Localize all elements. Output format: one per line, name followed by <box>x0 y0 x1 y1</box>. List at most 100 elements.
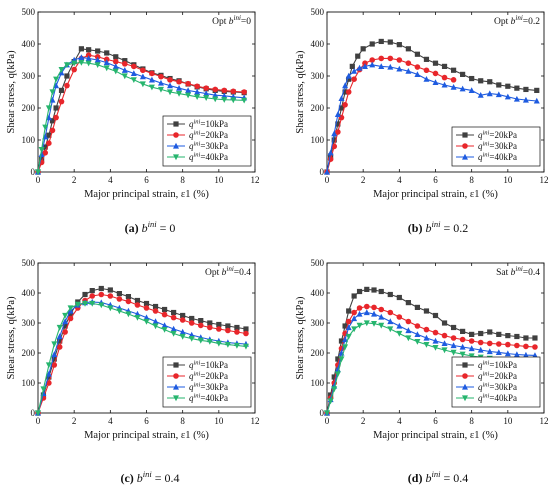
data-point <box>504 93 511 100</box>
data-point <box>139 73 146 80</box>
data-point <box>82 291 88 298</box>
data-point <box>513 351 520 358</box>
x-tick-label: 8 <box>469 416 474 426</box>
data-point <box>496 82 502 88</box>
data-point <box>342 89 348 95</box>
data-point <box>46 374 52 380</box>
data-point <box>423 76 430 82</box>
legend-entry: qini=30kPa <box>478 141 517 152</box>
data-point <box>194 83 200 90</box>
data-point <box>89 300 96 307</box>
legend-entry: qini=40kPa <box>189 152 228 163</box>
data-point <box>335 356 341 362</box>
data-point <box>414 64 421 70</box>
data-point <box>112 58 119 65</box>
data-point <box>432 329 439 336</box>
data-point <box>523 343 529 350</box>
data-point <box>53 105 59 111</box>
data-point <box>45 370 52 377</box>
y-tick-label: 200 <box>22 103 36 113</box>
data-point <box>477 92 484 98</box>
x-tick-label: 10 <box>503 416 513 426</box>
chart-panel-2: 0 2 4 6 8 10 12 0 100 200 300 400 500 Major principal… <box>295 7 549 235</box>
legend-marker <box>462 373 468 379</box>
data-point <box>225 323 231 329</box>
data-point <box>216 326 222 332</box>
data-point <box>369 41 375 47</box>
data-point <box>185 87 192 93</box>
series-4 <box>35 59 248 176</box>
data-point <box>139 81 146 88</box>
data-point <box>432 337 439 344</box>
data-point <box>522 96 529 103</box>
data-point <box>495 341 502 347</box>
legend-marker <box>173 154 179 161</box>
data-point <box>122 58 128 64</box>
x-tick-label: 4 <box>108 416 113 426</box>
legend-marker <box>173 142 179 149</box>
data-point <box>378 55 385 62</box>
legend-entry: qini=10kPa <box>189 119 228 130</box>
data-point <box>355 53 361 59</box>
x-tick-label: 0 <box>325 175 330 185</box>
data-point <box>363 303 370 310</box>
data-point <box>212 96 219 103</box>
data-point <box>130 77 137 84</box>
data-point <box>233 342 240 349</box>
data-point <box>351 309 357 316</box>
x-tick-label: 12 <box>540 175 549 185</box>
data-point <box>345 324 352 331</box>
y-tick-label: 200 <box>311 103 325 113</box>
y-tick-label: 400 <box>311 39 325 49</box>
series-line <box>37 54 245 173</box>
panel-caption: (a) bini = 0 <box>125 219 176 235</box>
data-point <box>215 340 222 347</box>
panel-annotation: Sat bini=0.4 <box>496 265 540 278</box>
data-point <box>460 328 466 334</box>
data-point <box>89 293 96 299</box>
y-axis-label: Shear stress, q(kPa) <box>6 296 17 380</box>
data-point <box>113 54 119 60</box>
data-point <box>49 89 56 96</box>
data-point <box>459 351 466 358</box>
data-point <box>46 380 52 386</box>
data-point <box>331 143 338 150</box>
data-point <box>58 87 65 93</box>
data-point <box>78 46 84 52</box>
chart-panel-3: 0 2 4 6 8 10 12 0 100 200 300 400 500 Major principal… <box>6 258 260 485</box>
data-point <box>441 81 448 88</box>
data-point <box>134 297 141 304</box>
panel-caption: (d) bini = 0.4 <box>408 469 468 485</box>
x-tick-label: 0 <box>36 416 41 426</box>
data-point <box>331 374 337 380</box>
data-point <box>224 342 231 348</box>
data-point <box>405 68 412 74</box>
data-point <box>387 39 393 45</box>
data-point <box>58 98 65 105</box>
data-point <box>441 74 448 81</box>
y-tick-label: 500 <box>311 258 325 268</box>
data-point <box>197 322 204 329</box>
data-point <box>335 121 341 127</box>
x-axis-label: Major principal strain, ε1 (%) <box>373 189 498 200</box>
y-axis-label: Shear stress, q(kPa) <box>6 50 17 134</box>
data-point <box>345 333 352 340</box>
x-tick-label: 12 <box>540 416 549 426</box>
data-point <box>387 318 394 325</box>
legend-entry: qini=10kPa <box>478 360 517 371</box>
data-point <box>51 351 58 358</box>
legend-entry: qini=40kPa <box>189 393 228 404</box>
data-point <box>345 72 352 79</box>
data-point <box>532 335 538 341</box>
panel-annotation: Opt bini=0 <box>212 14 251 27</box>
data-point <box>38 147 45 153</box>
data-point <box>104 50 110 56</box>
data-point <box>349 63 355 69</box>
data-point <box>206 324 213 331</box>
data-point <box>125 311 132 318</box>
data-point <box>469 75 475 82</box>
data-point <box>432 345 439 351</box>
data-point <box>161 311 168 318</box>
data-point <box>387 291 393 298</box>
data-point <box>130 70 137 77</box>
